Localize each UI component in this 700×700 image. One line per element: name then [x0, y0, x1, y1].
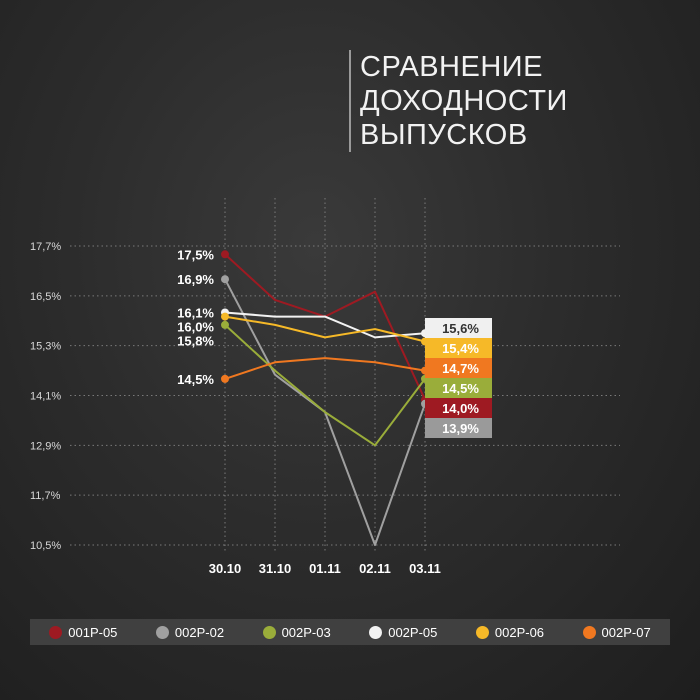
end-value-box: [425, 398, 492, 418]
start-value-label: 14,5%: [177, 372, 214, 387]
x-tick-label: 31.10: [259, 561, 292, 576]
series-start-point: [221, 320, 229, 329]
x-tick-label: 01.11: [309, 561, 341, 576]
series-line: [224, 311, 426, 339]
legend-label: 002P-06: [494, 624, 545, 640]
y-tick-label: 17,7%: [30, 241, 61, 253]
legend-label: 002P-07: [601, 624, 651, 640]
end-value-label: 14,0%: [442, 401, 479, 416]
series-line: [224, 357, 426, 380]
series-line: [224, 253, 426, 401]
end-value-label: 13,9%: [442, 421, 479, 436]
legend-label: 002P-05: [388, 624, 438, 640]
x-tick-label: 02.11: [359, 561, 391, 576]
legend-swatch: [49, 625, 63, 639]
title-line-1: СРАВНЕНИЕ: [360, 51, 543, 83]
legend: 001P-05 002P-02 002P-03 002P-05 002P-06 002P-…: [30, 619, 670, 645]
series-start-point: [221, 312, 229, 321]
end-value-box: [425, 318, 492, 338]
y-tick-label: 16,5%: [30, 291, 61, 303]
legend-swatch: [475, 625, 489, 639]
legend-swatch: [155, 625, 169, 639]
legend-item: 002P-03: [262, 624, 331, 640]
legend-item: 002P-05: [369, 625, 437, 640]
end-value-box: [425, 418, 492, 438]
chart-title: СРАВНЕНИЕ ДОХОДНОСТИ ВЫПУСКОВ: [349, 50, 568, 152]
series-line: [224, 324, 426, 447]
end-value-label: 14,5%: [442, 381, 479, 396]
y-tick-label: 15,3%: [30, 341, 61, 353]
legend-item: 002P-07: [582, 624, 651, 640]
start-value-label: 16,0%: [177, 319, 214, 334]
end-value-label: 14,7%: [442, 361, 479, 376]
y-tick-label: 12,9%: [30, 440, 61, 452]
y-tick-label: 10,5%: [30, 540, 61, 552]
end-value-box: [425, 358, 492, 378]
series-start-point: [221, 250, 229, 259]
y-tick-label: 11,7%: [30, 490, 61, 502]
end-value-box: [425, 378, 492, 398]
x-tick-label: 30.10: [209, 561, 242, 576]
legend-label: 002P-03: [281, 624, 331, 640]
y-tick-label: 14,1%: [30, 391, 61, 403]
legend-swatch: [262, 625, 276, 639]
start-value-label: 16,1%: [177, 305, 214, 320]
legend-swatch: [582, 625, 596, 639]
series-line: [224, 315, 426, 343]
end-value-label: 15,4%: [442, 341, 479, 356]
legend-label: 002P-02: [174, 624, 225, 640]
start-value-label: 17,5%: [177, 247, 214, 262]
series-start-point: [221, 275, 229, 284]
series-start-point: [221, 374, 229, 383]
legend-label: 001P-05: [68, 624, 118, 640]
start-value-label: 16,9%: [177, 272, 214, 287]
legend-swatch: [369, 625, 383, 639]
start-value-label: 15,8%: [177, 333, 214, 348]
end-value-label: 15,6%: [442, 321, 479, 336]
title-line-2: ДОХОДНОСТИ: [360, 85, 568, 117]
legend-item: 002P-06: [475, 624, 545, 640]
legend-item: 001P-05: [49, 625, 117, 640]
end-value-box: [425, 338, 492, 358]
title-line-3: ВЫПУСКОВ: [360, 119, 528, 151]
legend-item: 002P-02: [155, 624, 225, 640]
x-tick-label: 03.11: [409, 561, 441, 576]
